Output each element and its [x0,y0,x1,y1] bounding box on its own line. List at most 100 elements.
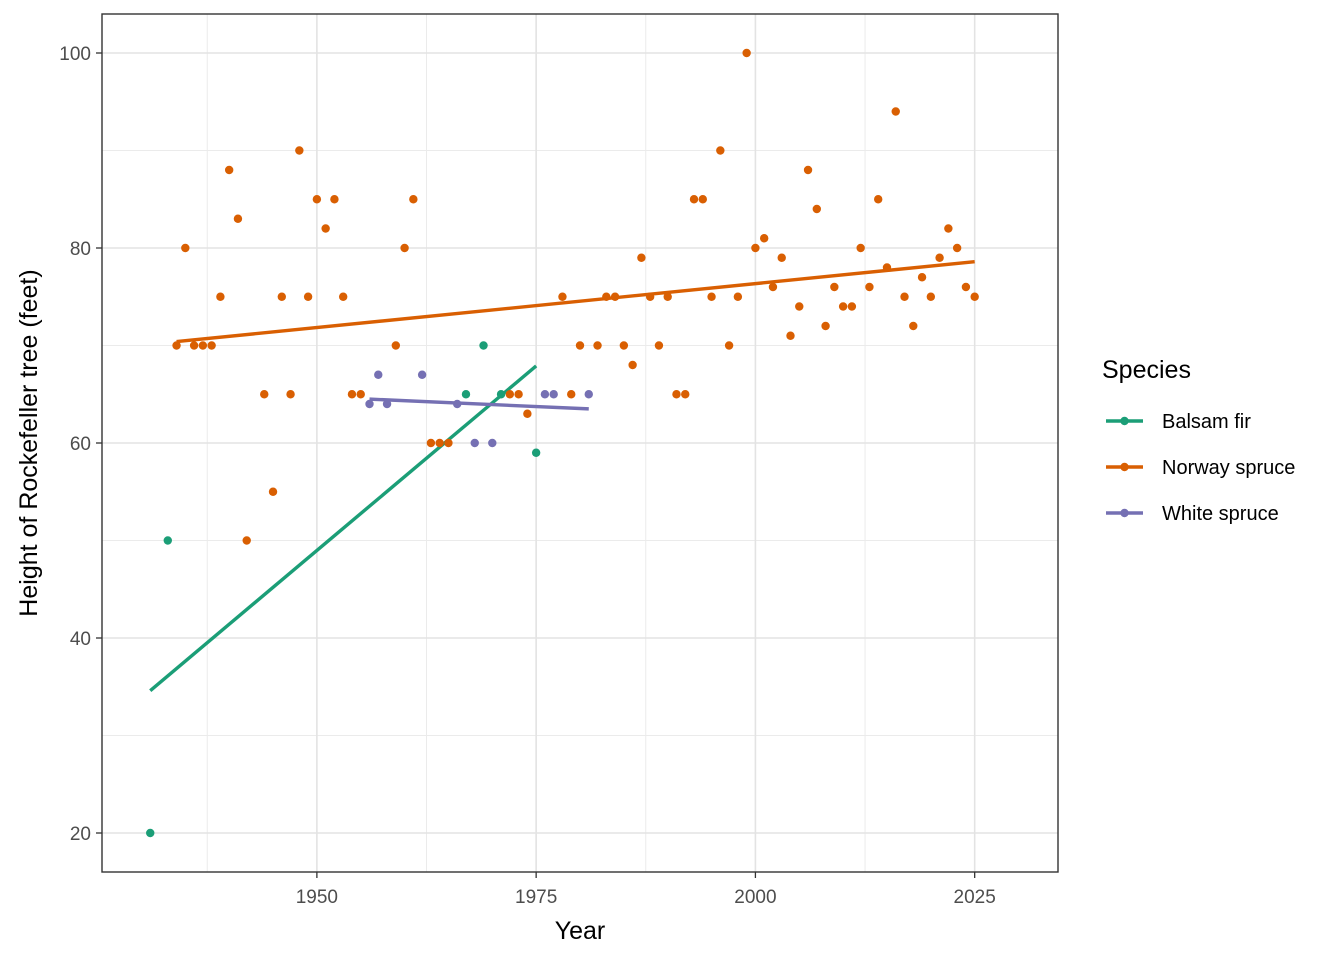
point-norway-spruce [260,390,269,399]
point-norway-spruce [295,146,304,155]
point-norway-spruce [900,292,909,301]
point-norway-spruce [400,243,409,253]
point-norway-spruce [821,321,830,331]
point-norway-spruce [654,341,664,350]
point-norway-spruce [917,273,927,282]
point-norway-spruce [909,321,918,331]
x-tick-label: 2025 [954,887,996,908]
legend-item-balsam-fir: Balsam fir [1106,411,1251,433]
x-tick-label: 1975 [515,887,557,908]
point-norway-spruce [435,438,444,448]
x-axis: 1950 1975 2000 2025 [296,872,996,908]
point-norway-spruce [312,195,322,204]
point-norway-spruce [812,204,822,214]
point-balsam-fir [531,448,541,457]
legend-key-point [1120,416,1129,426]
point-norway-spruce [356,390,365,399]
point-balsam-fir [461,390,471,399]
point-norway-spruce [724,341,734,350]
point-norway-spruce [233,214,243,223]
legend-title: Species [1102,356,1191,384]
point-norway-spruce [882,263,892,272]
point-norway-spruce [286,390,295,399]
point-norway-spruce [409,195,418,204]
point-norway-spruce [602,292,611,301]
point-norway-spruce [768,282,778,292]
point-norway-spruce [391,341,401,350]
point-norway-spruce [759,234,769,243]
point-white-spruce [488,438,497,448]
trend-lines [149,259,975,692]
point-norway-spruce [610,292,620,301]
legend-key-point [1120,462,1129,472]
x-tick-label: 1950 [296,887,338,908]
point-norway-spruce [786,331,795,340]
point-norway-spruce [321,224,330,233]
major-gridlines [102,14,1058,872]
y-tick-label: 20 [70,824,91,845]
trend-line-norway-spruce [176,259,975,344]
point-white-spruce [365,399,374,409]
legend-item-white-spruce: White spruce [1106,503,1279,525]
legend: Species Balsam fir Norway spruce White spr… [1102,356,1295,525]
point-norway-spruce [207,341,216,350]
point-norway-spruce [505,390,515,399]
point-norway-spruce [751,243,760,253]
point-norway-spruce [926,292,936,301]
point-norway-spruce [961,282,971,292]
point-norway-spruce [742,48,751,58]
point-norway-spruce [330,195,339,204]
point-norway-spruce [198,341,208,350]
point-norway-spruce [663,292,672,301]
point-norway-spruce [338,292,348,301]
y-tick-label: 100 [59,44,91,65]
point-norway-spruce [347,390,357,399]
point-norway-spruce [523,409,532,418]
point-norway-spruce [189,341,199,350]
y-tick-label: 60 [70,434,91,455]
point-balsam-fir [146,828,155,838]
point-norway-spruce [514,390,523,399]
point-norway-spruce [698,195,707,204]
point-norway-spruce [777,253,786,262]
point-norway-spruce [224,165,234,175]
point-white-spruce [584,390,593,399]
point-norway-spruce [733,292,743,301]
point-norway-spruce [268,487,278,496]
y-axis: 20 40 60 80 100 [59,44,102,845]
point-norway-spruce [856,243,865,253]
trend-line-white-spruce [369,397,589,411]
point-white-spruce [470,438,479,448]
point-norway-spruce [303,292,313,301]
point-norway-spruce [970,292,979,301]
y-tick-label: 40 [70,629,91,650]
point-norway-spruce [242,536,251,545]
point-norway-spruce [707,292,716,301]
point-white-spruce [382,399,392,409]
legend-item-norway-spruce: Norway spruce [1106,457,1295,479]
legend-label: White spruce [1162,503,1279,525]
point-norway-spruce [444,438,453,448]
point-norway-spruce [645,292,655,301]
point-norway-spruce [952,243,962,253]
point-norway-spruce [426,438,436,448]
point-norway-spruce [619,341,629,350]
point-white-spruce [453,399,462,409]
point-norway-spruce [628,360,637,370]
trend-line-balsam-fir [149,364,538,692]
y-tick-label: 80 [70,239,91,260]
point-norway-spruce [830,282,839,292]
point-balsam-fir [496,390,506,399]
point-norway-spruce [277,292,286,301]
point-norway-spruce [803,165,813,175]
point-norway-spruce [567,390,576,399]
point-white-spruce [540,390,550,399]
point-norway-spruce [944,224,953,233]
point-balsam-fir [163,536,172,545]
point-norway-spruce [716,146,725,155]
x-axis-title: Year [555,917,606,945]
point-white-spruce [549,390,558,399]
point-norway-spruce [672,390,681,399]
point-norway-spruce [558,292,567,301]
